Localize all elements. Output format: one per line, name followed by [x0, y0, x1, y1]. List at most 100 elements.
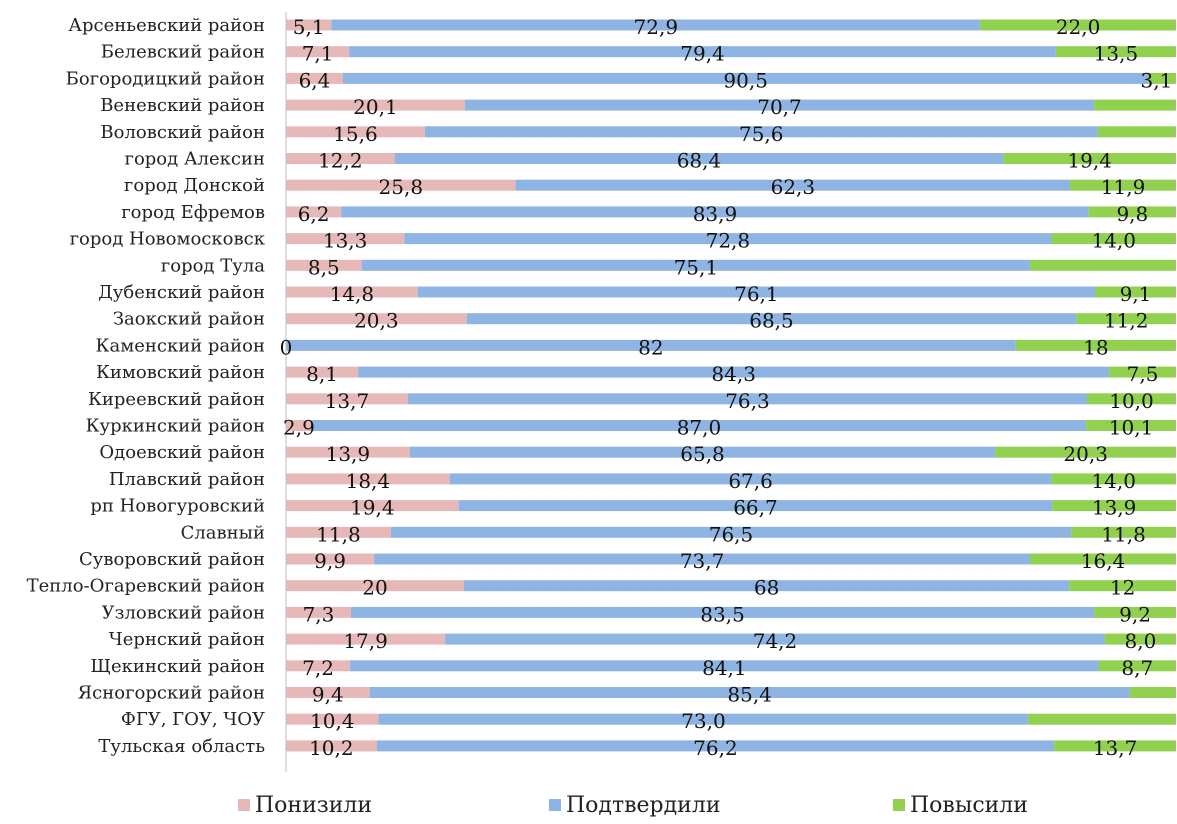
category-label: Богородицкий район [66, 68, 265, 89]
data-label: 72,8 [706, 229, 751, 253]
data-label: 8,1 [306, 362, 338, 386]
category-label: город Тула [161, 255, 265, 276]
data-label: 10,2 [309, 736, 354, 760]
bar-segment-increased [1030, 260, 1176, 271]
data-label: 10,0 [1109, 389, 1154, 413]
data-label: 7,2 [302, 656, 334, 680]
data-label: 9,9 [314, 549, 346, 573]
data-label: 6,2 [298, 202, 330, 226]
legend: Понизили Подтвердили Повысили [238, 793, 1028, 818]
data-label: 11,9 [1101, 175, 1146, 199]
data-label: 20,1 [353, 95, 398, 119]
data-label: 75,1 [674, 255, 719, 279]
data-label: 20 [362, 576, 387, 600]
data-label: 17,9 [343, 629, 388, 653]
category-label: Ясногорский район [78, 683, 265, 704]
category-label: Тульская область [98, 736, 265, 757]
data-label: 15,6 [333, 122, 378, 146]
bar-segment-increased [1130, 687, 1176, 698]
data-label: 85,4 [727, 683, 772, 707]
legend-swatch [238, 799, 250, 811]
data-label: 83,9 [693, 202, 738, 226]
data-label: 13,3 [323, 229, 368, 253]
data-label: 67,6 [728, 469, 773, 493]
legend-swatch [549, 799, 561, 811]
data-label: 76,1 [734, 282, 779, 306]
data-label: 2,9 [283, 416, 315, 440]
data-label: 90,5 [723, 68, 768, 92]
data-label: 8,5 [308, 255, 340, 279]
data-label: 73,0 [681, 709, 726, 733]
data-label: 11,8 [1101, 522, 1146, 546]
data-label: 84,1 [702, 656, 747, 680]
data-label: 3,1 [1140, 68, 1172, 92]
category-label: Куркинский район [86, 416, 265, 437]
data-label: 13,9 [326, 442, 371, 466]
data-label: 6,4 [299, 68, 331, 92]
data-label: 9,2 [1119, 602, 1151, 626]
data-label: 19,4 [350, 496, 395, 520]
data-label: 8,7 [1121, 656, 1153, 680]
category-label: Арсеньевский район [68, 15, 265, 36]
data-label: 12 [1110, 576, 1135, 600]
data-label: 83,5 [700, 602, 745, 626]
bar-segment-increased [1098, 126, 1176, 137]
legend-swatch [893, 799, 905, 811]
data-label: 73,7 [680, 549, 725, 573]
data-label: 12,2 [318, 149, 363, 173]
category-label: Веневский район [100, 95, 265, 116]
category-label: Тепло-Огаревский район [27, 576, 265, 597]
data-label: 22,0 [1056, 15, 1101, 39]
data-label: 74,2 [753, 629, 798, 653]
data-label: 68 [754, 576, 779, 600]
category-label: Киреевский район [88, 389, 265, 410]
data-label: 76,3 [725, 389, 770, 413]
data-label: 65,8 [680, 442, 725, 466]
data-label: 72,9 [634, 15, 679, 39]
data-label: 13,7 [1093, 736, 1138, 760]
category-labels-layer: Арсеньевский район Белевский район Богород… [27, 15, 266, 757]
bar-segment-increased [1094, 100, 1176, 111]
data-label: 25,8 [379, 175, 424, 199]
data-label: 7,5 [1127, 362, 1159, 386]
category-label: Кимовский район [96, 362, 265, 383]
data-label: 68,5 [749, 309, 794, 333]
data-label: 70,7 [757, 95, 802, 119]
data-label: 10,4 [310, 709, 355, 733]
category-label: Суворовский район [79, 549, 265, 570]
category-label: город Донской [124, 175, 265, 196]
data-label: 9,4 [312, 683, 344, 707]
data-label: 20,3 [354, 309, 399, 333]
legend-label: Подтвердили [566, 793, 720, 818]
category-label: Славный [181, 522, 265, 543]
data-label: 11,8 [316, 522, 361, 546]
category-label: город Новомосковск [70, 229, 266, 250]
data-label: 9,1 [1120, 282, 1152, 306]
data-label: 5,1 [293, 15, 325, 39]
bar-segment-increased [1028, 714, 1176, 725]
data-label: 7,1 [302, 42, 334, 66]
data-label: 13,9 [1092, 496, 1137, 520]
data-label: 19,4 [1067, 149, 1112, 173]
data-label: 18,4 [346, 469, 391, 493]
category-label: ФГУ, ГОУ, ЧОУ [121, 709, 265, 730]
data-label: 87,0 [677, 416, 722, 440]
category-label: город Ефремов [121, 202, 265, 223]
data-label: 13,7 [325, 389, 370, 413]
category-label: Щекинский район [90, 656, 265, 677]
data-label: 68,4 [677, 149, 722, 173]
category-label: Белевский район [101, 42, 265, 63]
data-label: 82 [638, 335, 663, 359]
data-label: 79,4 [680, 42, 725, 66]
data-label: 9,8 [1116, 202, 1148, 226]
data-label: 7,3 [303, 602, 335, 626]
data-label: 84,3 [711, 362, 756, 386]
category-label: рп Новогуровский [90, 496, 265, 517]
category-label: Узловский район [102, 602, 265, 623]
category-label: Чернский район [109, 629, 265, 650]
category-label: Дубенский район [98, 282, 265, 303]
data-label: 62,3 [771, 175, 816, 199]
data-label: 75,6 [739, 122, 784, 146]
